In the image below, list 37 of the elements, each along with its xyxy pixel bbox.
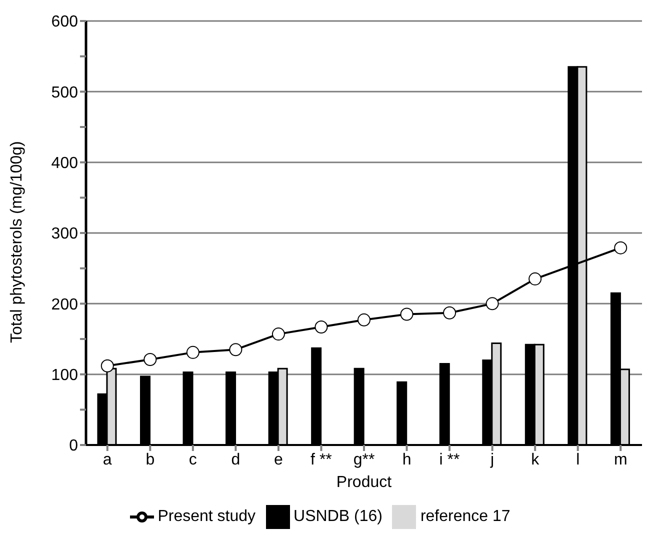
x-tick-label: b xyxy=(146,451,155,468)
point xyxy=(400,308,414,321)
y-tick-label: 400 xyxy=(51,155,78,172)
x-tick-label: d xyxy=(231,451,240,468)
x-tick-label: a xyxy=(102,451,112,468)
x-tick-label: l xyxy=(576,451,580,468)
x-tick-label: c xyxy=(188,451,197,468)
y-tick-label: 200 xyxy=(51,296,78,314)
point xyxy=(614,241,628,254)
point xyxy=(144,352,157,366)
y-tick-label: 0 xyxy=(69,438,78,455)
x-tick-label: h xyxy=(402,451,412,468)
x-tick-label: m xyxy=(614,451,628,468)
y-tick-label: 600 xyxy=(51,14,78,31)
point xyxy=(314,320,328,334)
point xyxy=(443,306,456,320)
point xyxy=(358,313,370,326)
x-tick-label: j xyxy=(490,451,494,468)
point xyxy=(100,359,114,372)
y-axis-title: Total phytosterols (mg/100g) xyxy=(8,141,26,343)
y-tick-label: 100 xyxy=(51,367,78,384)
point xyxy=(486,297,499,310)
point xyxy=(186,346,200,359)
x-tick-label: k xyxy=(531,451,540,468)
point xyxy=(528,272,542,286)
x-tick-label: i ** xyxy=(439,451,460,468)
x-tick-label: f ** xyxy=(310,451,332,468)
legend-label: Present study xyxy=(158,508,256,526)
point xyxy=(229,343,242,356)
x-tick-label: e xyxy=(274,451,284,468)
legend-label: USNDB (16) xyxy=(294,508,382,526)
y-tick-label: 500 xyxy=(51,84,78,102)
y-tick-label: 300 xyxy=(51,226,78,243)
legend-label: reference 17 xyxy=(420,508,510,526)
point xyxy=(272,328,285,341)
x-tick-label: g** xyxy=(353,451,375,468)
x-axis-title: Product xyxy=(336,474,392,491)
